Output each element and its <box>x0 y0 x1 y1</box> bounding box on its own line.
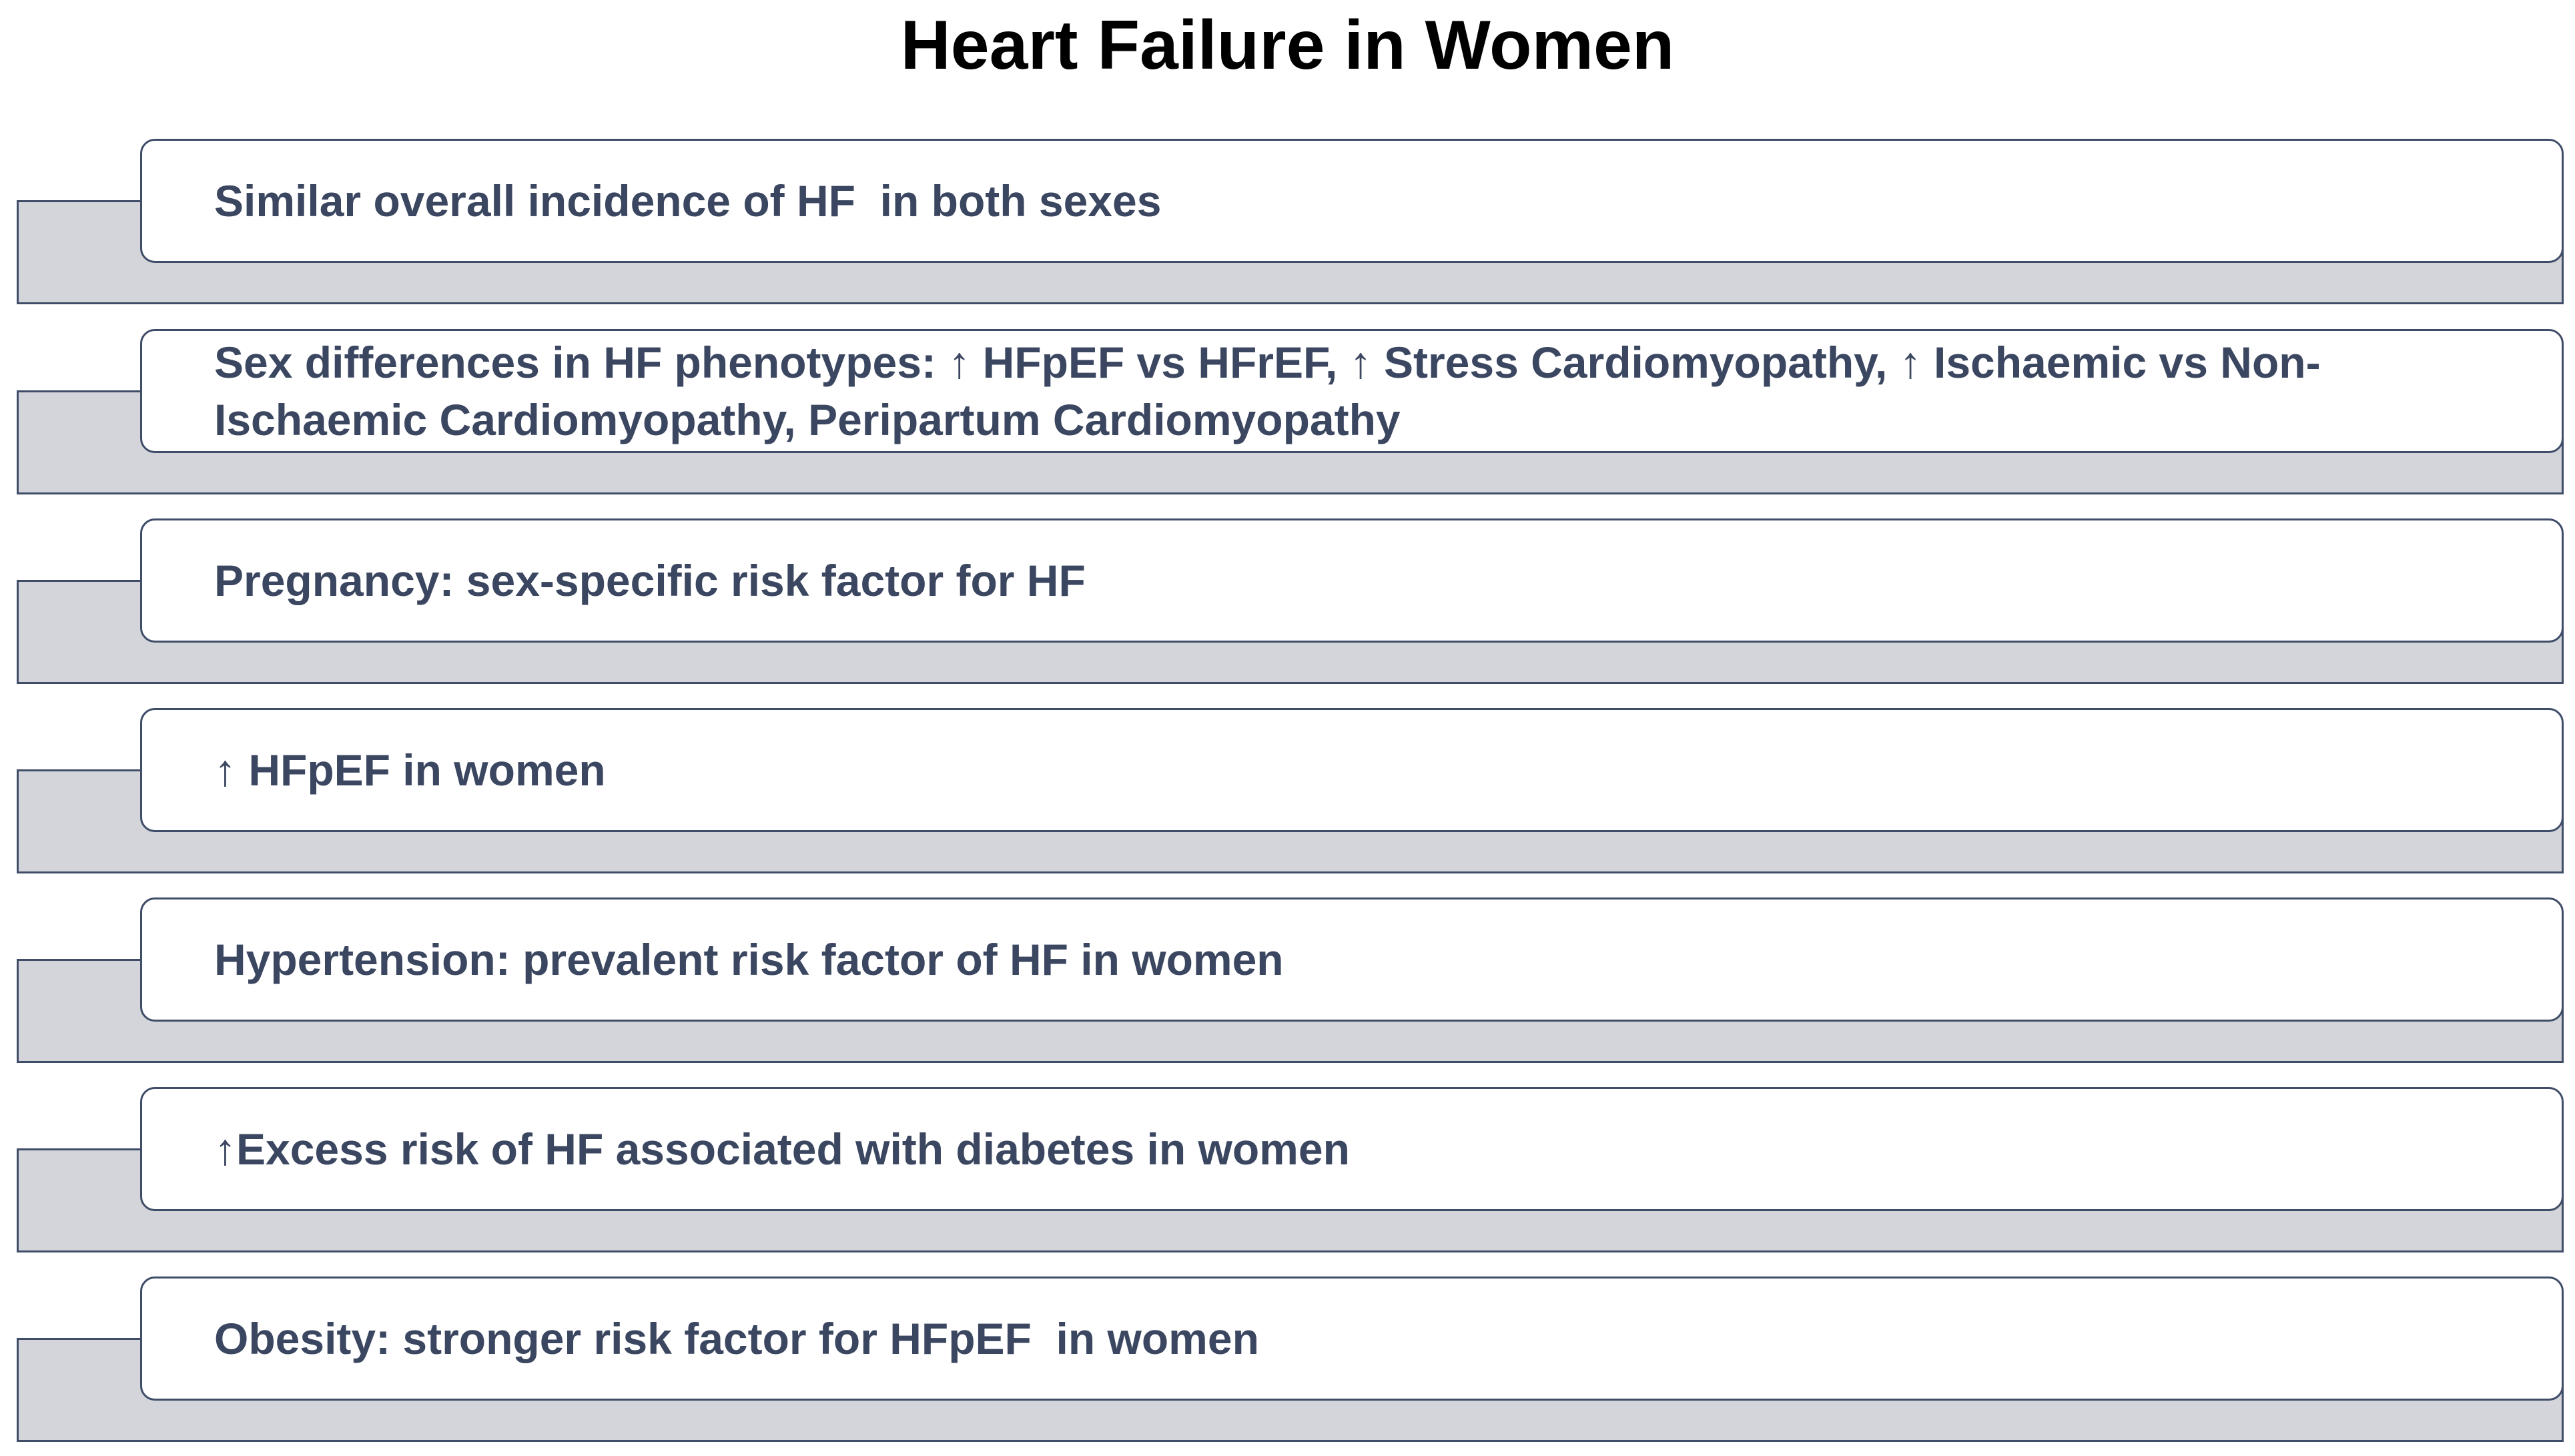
item-label: ↑ HFpEF in women <box>214 745 606 795</box>
list-item: ↑ HFpEF in women <box>0 708 2575 875</box>
diagram-title: Heart Failure in Women <box>900 7 1675 84</box>
list-item: Sex differences in HF phenotypes: ↑ HFpE… <box>0 329 2575 496</box>
item-box: ↑ HFpEF in women <box>140 708 2564 832</box>
list-item: Obesity: stronger risk factor for HFpEF … <box>0 1277 2575 1443</box>
item-box: Pregnancy: sex-specific risk factor for … <box>140 518 2564 643</box>
item-box: Sex differences in HF phenotypes: ↑ HFpE… <box>140 329 2564 453</box>
item-label: ↑Excess risk of HF associated with diabe… <box>214 1124 1350 1174</box>
item-label: Hypertension: prevalent risk factor of H… <box>214 935 1284 984</box>
item-label: Sex differences in HF phenotypes: ↑ HFpE… <box>214 338 2321 444</box>
item-box: Obesity: stronger risk factor for HFpEF … <box>140 1277 2564 1401</box>
list-item: Similar overall incidence of HF in both … <box>0 139 2575 306</box>
list-item: Pregnancy: sex-specific risk factor for … <box>0 518 2575 685</box>
item-label: Similar overall incidence of HF in both … <box>214 176 1162 226</box>
item-box: Hypertension: prevalent risk factor of H… <box>140 897 2564 1022</box>
item-box: ↑Excess risk of HF associated with diabe… <box>140 1087 2564 1211</box>
item-box: Similar overall incidence of HF in both … <box>140 139 2564 263</box>
list-item: ↑Excess risk of HF associated with diabe… <box>0 1087 2575 1254</box>
item-label: Obesity: stronger risk factor for HFpEF … <box>214 1314 1259 1363</box>
item-label: Pregnancy: sex-specific risk factor for … <box>214 556 1086 605</box>
list-item: Hypertension: prevalent risk factor of H… <box>0 897 2575 1064</box>
